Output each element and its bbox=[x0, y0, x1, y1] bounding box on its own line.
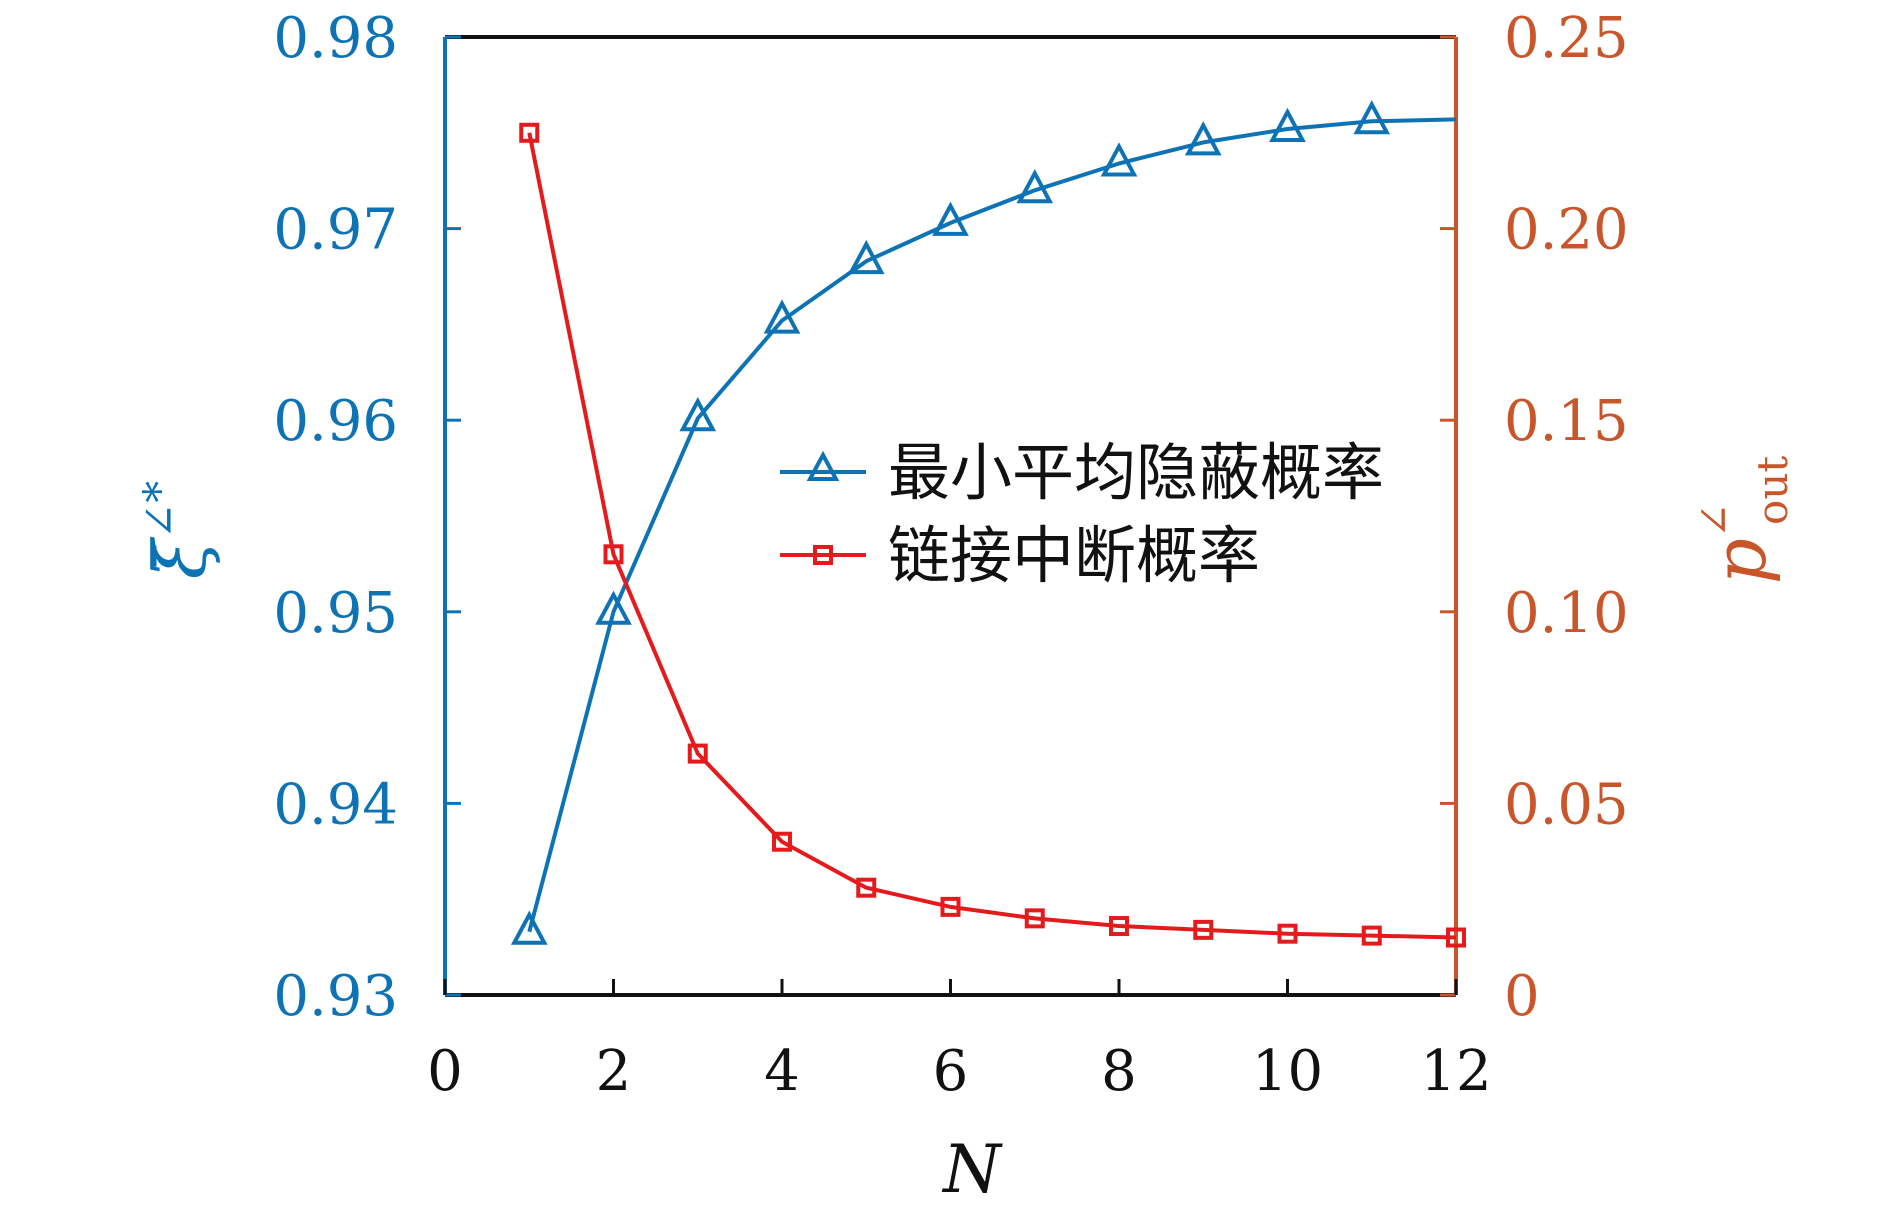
data-point-square bbox=[603, 544, 624, 565]
left-axis-label: ξ̄∠* bbox=[135, 481, 222, 580]
data-point-square bbox=[687, 743, 708, 764]
data-point-square bbox=[1446, 927, 1466, 948]
x-tick-label: 8 bbox=[1101, 1039, 1137, 1104]
right-tick-label: 0.10 bbox=[1504, 581, 1629, 646]
right-tick-label: 0.20 bbox=[1504, 198, 1629, 263]
data-point-square bbox=[856, 877, 877, 898]
x-tick-label: 10 bbox=[1252, 1039, 1323, 1104]
right-tick-label: 0 bbox=[1504, 964, 1540, 1029]
x-tick-label: 12 bbox=[1420, 1039, 1491, 1104]
svg-text:ξ̄∠*: ξ̄∠* bbox=[135, 481, 222, 580]
right-axis-label-sup: ∠ bbox=[1690, 503, 1739, 538]
tick-group: 0.93 0.94 0.95 0.96 0.97 0.98 0 0.05 0.10 0.15 0.2… bbox=[273, 6, 1628, 1104]
legend-item-red: 链接中断概率 bbox=[780, 519, 1260, 592]
x-tick-label: 2 bbox=[596, 1039, 632, 1104]
data-point-square bbox=[519, 122, 540, 143]
data-point-triangle bbox=[847, 239, 885, 275]
plot-frame bbox=[443, 35, 1458, 997]
legend-marker-triangle bbox=[806, 450, 840, 481]
legend-item-blue: 最小平均隐蔽概率 bbox=[780, 436, 1384, 509]
legend-label-red: 链接中断概率 bbox=[888, 519, 1260, 592]
data-point-triangle bbox=[1353, 100, 1391, 135]
right-tick-label: 0.15 bbox=[1504, 389, 1629, 454]
right-tick-label: 0.25 bbox=[1504, 6, 1629, 71]
left-axis-label-sup: ∠* bbox=[135, 481, 186, 540]
data-point-triangle bbox=[1269, 107, 1306, 142]
data-point-square bbox=[1193, 919, 1214, 940]
svg-text:p∠out: p∠ out bbox=[1690, 456, 1797, 585]
right-axis-label: p∠ out bbox=[1690, 456, 1797, 585]
left-tick-label: 0.94 bbox=[273, 772, 398, 837]
left-tick-label: 0.96 bbox=[273, 389, 398, 454]
left-axis-label-symbol: ξ̄ bbox=[138, 536, 222, 579]
left-tick-label: 0.98 bbox=[273, 6, 398, 71]
data-point-square bbox=[1361, 925, 1382, 946]
data-point-square bbox=[772, 831, 792, 852]
data-point-triangle bbox=[763, 299, 801, 334]
data-point-triangle bbox=[1100, 142, 1138, 177]
series-group bbox=[510, 100, 1466, 948]
legend: 最小平均隐蔽概率 链接中断概率 bbox=[780, 436, 1384, 592]
right-axis-label-symbol: p bbox=[1698, 538, 1782, 584]
legend-label-blue: 最小平均隐蔽概率 bbox=[888, 436, 1384, 509]
data-point-square bbox=[1277, 923, 1298, 944]
x-tick-label: 0 bbox=[427, 1039, 463, 1104]
data-point-triangle bbox=[1184, 121, 1222, 156]
x-tick-label: 6 bbox=[933, 1039, 969, 1104]
legend-marker-square bbox=[813, 545, 833, 565]
x-axis-label: N bbox=[941, 1131, 1003, 1206]
left-tick-label: 0.95 bbox=[273, 581, 398, 646]
data-point-triangle bbox=[679, 397, 717, 432]
data-point-triangle bbox=[1016, 169, 1054, 204]
x-tick-label: 4 bbox=[764, 1039, 800, 1104]
data-point-triangle bbox=[595, 590, 632, 625]
data-point-square bbox=[1024, 908, 1045, 929]
data-point-triangle bbox=[932, 201, 969, 236]
series-line-red bbox=[527, 132, 1457, 940]
right-tick-label: 0.05 bbox=[1504, 772, 1629, 837]
right-axis-label-sub: out bbox=[1748, 456, 1797, 525]
data-point-square bbox=[940, 896, 961, 917]
left-tick-label: 0.97 bbox=[273, 198, 398, 263]
series-line-blue bbox=[527, 117, 1457, 933]
left-tick-label: 0.93 bbox=[273, 964, 398, 1029]
data-point-triangle bbox=[510, 910, 548, 945]
data-point-square bbox=[1109, 916, 1129, 937]
